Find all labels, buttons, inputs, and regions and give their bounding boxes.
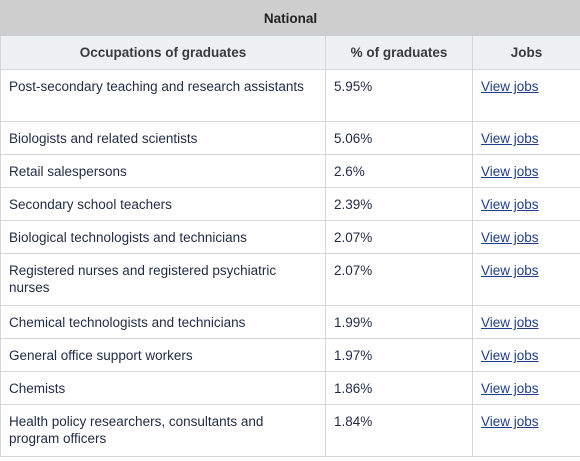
column-header-row: Occupations of graduates % of graduates … [0,35,580,70]
view-jobs-link[interactable]: View jobs [481,263,539,278]
percent-cell: 2.07% [325,253,473,306]
jobs-cell: View jobs [471,187,580,221]
table-row: Retail salespersons 2.6% View jobs [0,154,580,188]
table-row: Biological technologists and technicians… [0,220,580,254]
column-header-percent: % of graduates [325,35,473,70]
table-title: National [0,0,580,36]
percent-cell: 5.06% [325,121,473,155]
view-jobs-link[interactable]: View jobs [481,197,539,212]
percent-cell: 1.99% [325,305,473,339]
occupation-cell: Biological technologists and technicians [0,220,326,254]
jobs-cell: View jobs [471,338,580,372]
occupation-cell: Chemical technologists and technicians [0,305,326,339]
view-jobs-link[interactable]: View jobs [481,348,539,363]
view-jobs-link[interactable]: View jobs [481,230,539,245]
view-jobs-link[interactable]: View jobs [481,164,539,179]
percent-cell: 2.6% [325,154,473,188]
jobs-cell: View jobs [471,253,580,306]
column-header-occupation: Occupations of graduates [0,35,326,70]
percent-cell: 2.39% [325,187,473,221]
table-title-row: National [0,0,580,36]
column-header-jobs: Jobs [471,35,580,70]
jobs-cell: View jobs [471,220,580,254]
occupation-cell: Secondary school teachers [0,187,326,221]
table-row: General office support workers 1.97% Vie… [0,338,580,372]
jobs-cell: View jobs [471,121,580,155]
view-jobs-link[interactable]: View jobs [481,315,539,330]
occupation-cell: Post-secondary teaching and research ass… [0,69,326,122]
jobs-cell: View jobs [471,404,580,457]
jobs-cell: View jobs [471,305,580,339]
occupation-cell: Biologists and related scientists [0,121,326,155]
percent-cell: 1.86% [325,371,473,405]
table-row: Chemists 1.86% View jobs [0,371,580,405]
percent-cell: 1.84% [325,404,473,457]
jobs-cell: View jobs [471,154,580,188]
view-jobs-link[interactable]: View jobs [481,414,539,429]
occupation-cell: Registered nurses and registered psychia… [0,253,326,306]
table-row: Chemical technologists and technicians 1… [0,305,580,339]
jobs-cell: View jobs [471,371,580,405]
jobs-cell: View jobs [471,69,580,122]
table-row: Biologists and related scientists 5.06% … [0,121,580,155]
table-row: Registered nurses and registered psychia… [0,253,580,306]
occupation-cell: Health policy researchers, consultants a… [0,404,326,457]
occupation-cell: Chemists [0,371,326,405]
table-row: Secondary school teachers 2.39% View job… [0,187,580,221]
occupation-cell: Retail salespersons [0,154,326,188]
percent-cell: 1.97% [325,338,473,372]
table-row: Health policy researchers, consultants a… [0,404,580,457]
percent-cell: 5.95% [325,69,473,122]
view-jobs-link[interactable]: View jobs [481,131,539,146]
occupation-cell: General office support workers [0,338,326,372]
view-jobs-link[interactable]: View jobs [481,79,539,94]
percent-cell: 2.07% [325,220,473,254]
view-jobs-link[interactable]: View jobs [481,381,539,396]
table-row: Post-secondary teaching and research ass… [0,69,580,122]
